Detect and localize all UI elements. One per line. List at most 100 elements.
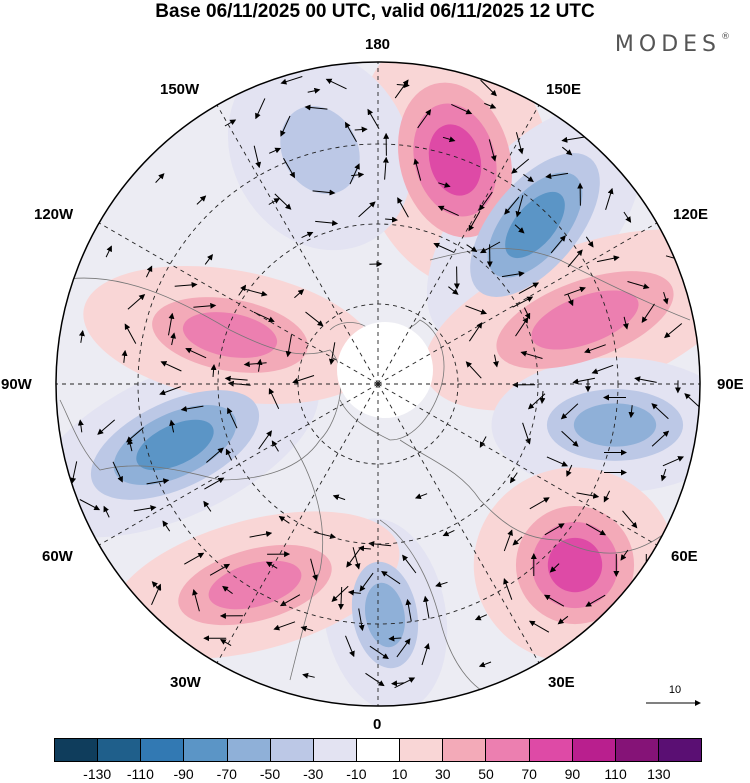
brand-logo: MODES®: [615, 32, 730, 57]
wind-arrow: [417, 109, 432, 129]
wind-arrow: [465, 361, 482, 379]
wind-arrow: [561, 146, 573, 156]
wind-arrow: [423, 595, 430, 619]
wind-arrow: [391, 680, 405, 687]
wind-arrow: [560, 403, 579, 420]
wind-arrow: [585, 236, 594, 248]
colorbar-tick-label: -70: [216, 766, 237, 782]
lon-label-180: 180: [365, 36, 391, 53]
wind-arrow: [394, 677, 416, 689]
wind-arrow: [468, 322, 483, 342]
wind-arrow: [520, 350, 543, 359]
lon-label-90w: 90W: [1, 376, 32, 393]
wind-arrow: [249, 531, 273, 538]
wind-arrow: [78, 330, 85, 343]
wind-arrow: [529, 497, 550, 510]
wind-arrow: [346, 548, 361, 568]
wind-arrow: [627, 281, 650, 290]
wind-arrow: [466, 244, 478, 253]
wind-arrow: [564, 286, 586, 296]
wind-arrow: [358, 545, 371, 552]
wind-arrow: [561, 136, 585, 143]
wind-arrow: [79, 499, 101, 511]
wind-arrow: [312, 189, 336, 196]
wind-arrow: [621, 602, 638, 620]
wind-arrow: [255, 98, 266, 120]
wind-arrow: [664, 323, 683, 339]
wind-arrow: [474, 614, 488, 621]
colorbar-swatch: [400, 739, 444, 761]
wind-arrow: [567, 249, 583, 268]
wind-arrow: [576, 492, 600, 499]
wind-arrow: [192, 589, 200, 612]
colorbar-tick-label: 10: [391, 766, 408, 782]
wind-arrow: [480, 79, 497, 97]
wind-arrow: [381, 570, 401, 585]
wind-arrow: [699, 422, 700, 444]
high-central-asia-contour: [531, 290, 639, 350]
wind-arrow: [561, 430, 579, 447]
wind-arrow: [174, 281, 198, 288]
lon-label-120w: 120W: [34, 206, 74, 223]
wind-arrow: [227, 407, 238, 429]
meridian-line: [377, 383, 540, 664]
wind-arrow: [622, 316, 629, 330]
wind-arrow: [514, 224, 525, 234]
wind-arrow: [210, 364, 217, 377]
meridian-line: [216, 383, 379, 664]
low-north-pacific-contour: [280, 105, 360, 195]
wind-arrow: [121, 349, 128, 363]
wind-arrow: [651, 403, 669, 420]
wind-arrow: [367, 108, 380, 129]
wind-arrow: [484, 102, 497, 109]
colorbar-swatch: [529, 739, 573, 761]
wind-arrow: [566, 464, 573, 477]
wind-arrow: [591, 364, 614, 374]
meridian-line: [377, 104, 540, 385]
wind-arrow: [345, 635, 355, 658]
wind-arrow: [605, 187, 614, 210]
wind-arrow: [222, 585, 233, 595]
wind-arrow: [479, 241, 501, 254]
wind-arrow: [512, 296, 534, 308]
wind-arrow: [203, 500, 212, 512]
wind-arrow: [641, 303, 655, 324]
lon-label-0: 0: [373, 716, 382, 733]
colorbar-tick-label: -30: [303, 766, 324, 782]
wind-arrow: [622, 510, 638, 529]
wind-arrow: [435, 581, 448, 588]
wind-arrow: [545, 172, 569, 180]
wind-arrow: [397, 197, 409, 218]
colorbar-swatch: [572, 739, 616, 761]
brand-text: MODES: [614, 32, 721, 57]
wind-arrow: [145, 265, 153, 278]
wind-arrow: [97, 419, 116, 435]
wind-arrow: [651, 430, 670, 447]
wind-arrow: [170, 332, 176, 346]
colorbar-tick-label: -130: [83, 766, 112, 782]
wind-arrow: [504, 196, 520, 215]
wind-arrow: [620, 549, 629, 561]
low-japan-contour: [505, 191, 565, 259]
wind-arrow: [219, 639, 232, 647]
wind-arrow: [634, 376, 657, 383]
wind-arrow: [557, 615, 569, 625]
wind-arrow: [225, 448, 233, 461]
colorbar-ticks: -130 -110 -90 -70 -50 -30 -10 10 30 50 70 90 110 130: [54, 766, 702, 782]
wind-arrow: [358, 608, 365, 632]
colorbar-swatch: [615, 739, 659, 761]
wind-arrow: [304, 104, 328, 111]
wind-arrow: [253, 311, 275, 323]
wind-arrow: [358, 201, 376, 218]
wind-arrow: [280, 115, 291, 137]
wind-arrow: [503, 578, 513, 600]
wind-arrow: [478, 191, 493, 211]
wind-arrow: [280, 76, 303, 85]
colorbar-swatch: [227, 739, 271, 761]
wind-arrow: [512, 536, 523, 546]
colorbar-swatch: [98, 739, 142, 761]
wind-arrow: [253, 145, 262, 169]
wind-arrow: [224, 375, 248, 382]
graticule: [56, 62, 700, 706]
wind-arrow: [349, 163, 360, 185]
